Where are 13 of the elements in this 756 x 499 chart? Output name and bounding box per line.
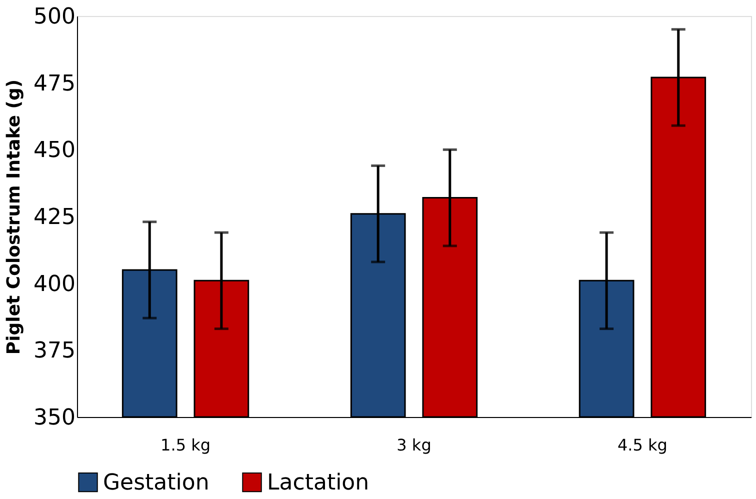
legend-label: Lactation xyxy=(267,470,370,496)
x-tick-label: 3 kg xyxy=(396,436,432,454)
x-tick-label: 4.5 kg xyxy=(618,436,668,454)
y-tick-label: 475 xyxy=(34,71,76,96)
x-tick-label: 1.5 kg xyxy=(160,436,210,454)
y-tick-label: 425 xyxy=(34,205,76,230)
y-tick-label: 400 xyxy=(34,272,76,297)
legend-label: Gestation xyxy=(103,470,210,496)
y-axis-title: Piglet Colostrum Intake (g) xyxy=(4,79,25,355)
y-tick-label: 500 xyxy=(34,4,76,30)
y-tick-label: 350 xyxy=(34,406,76,430)
y-tick-label: 450 xyxy=(34,138,76,164)
y-tick-label: 375 xyxy=(34,338,76,364)
